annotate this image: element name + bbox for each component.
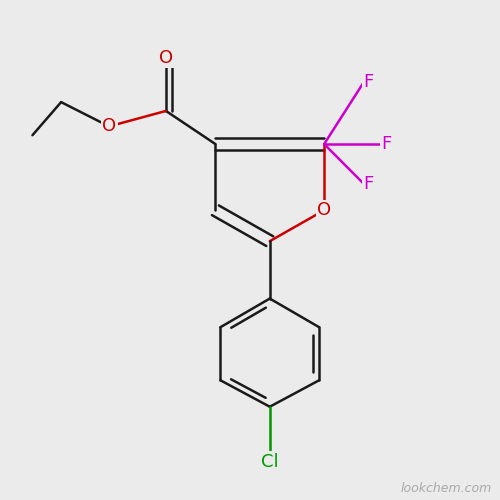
Text: Cl: Cl — [261, 453, 278, 471]
Text: F: F — [364, 73, 374, 91]
Text: F: F — [364, 175, 374, 193]
Text: O: O — [159, 49, 173, 67]
Text: O: O — [102, 118, 116, 136]
Text: F: F — [381, 135, 392, 153]
Text: lookchem.com: lookchem.com — [401, 482, 492, 495]
Text: O: O — [317, 202, 331, 220]
